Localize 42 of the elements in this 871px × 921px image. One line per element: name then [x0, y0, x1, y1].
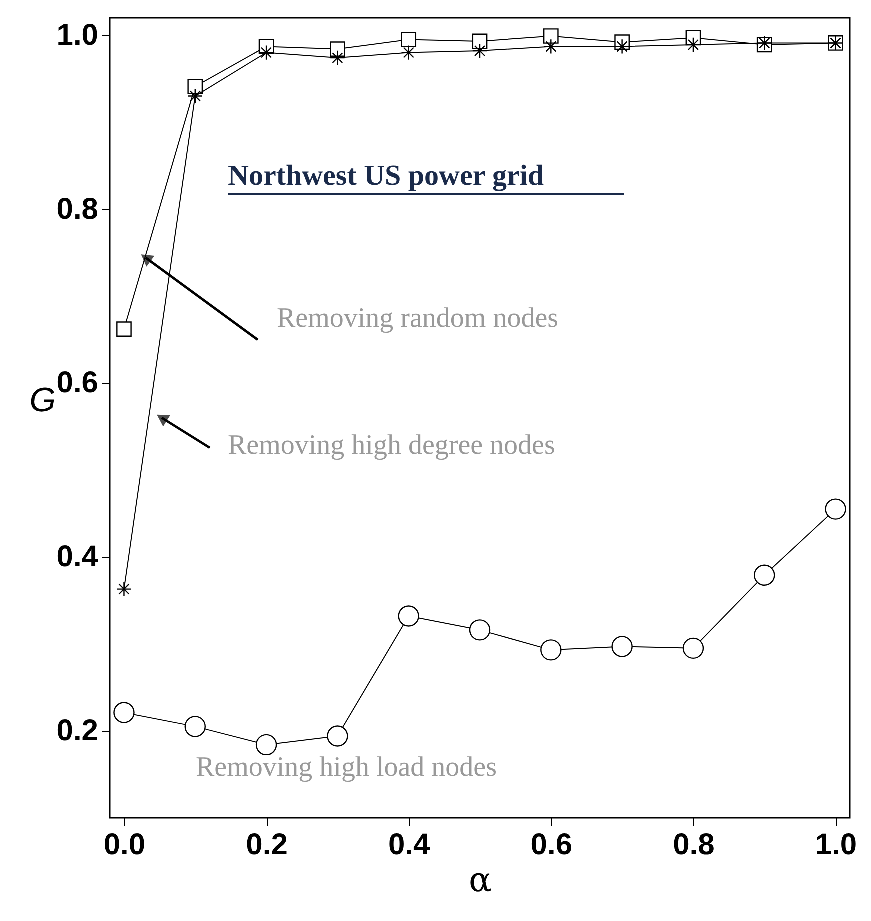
point: [116, 322, 132, 337]
point: [401, 32, 417, 48]
point: [543, 28, 559, 44]
x-tick-label: 1.0: [815, 828, 858, 862]
point: [330, 50, 346, 66]
point: [116, 582, 132, 597]
point: [682, 638, 704, 660]
y-axis-title: G: [30, 382, 56, 420]
x-tick-label: 0.2: [246, 828, 288, 862]
y-tick-label: 1.0: [56, 18, 98, 52]
x-tick-label: 0.4: [388, 828, 431, 862]
x-tick-label: 0.0: [104, 828, 146, 862]
point: [398, 606, 420, 627]
point: [114, 702, 135, 724]
annotation: Removing random nodes: [277, 303, 559, 334]
point: [188, 79, 204, 94]
annotation: Removing high load nodes: [196, 752, 497, 783]
y-tick-label: 0.4: [56, 540, 99, 574]
x-tick-label: 0.8: [673, 828, 715, 862]
x-axis-title: α: [469, 860, 492, 900]
point: [469, 620, 491, 641]
point: [327, 726, 348, 747]
point: [754, 564, 776, 586]
point: [614, 39, 630, 54]
point: [543, 39, 559, 54]
point: [401, 45, 417, 60]
y-tick-label: 0.2: [56, 714, 98, 748]
point: [612, 636, 633, 658]
point: [184, 716, 206, 738]
text: Northwest US power grid: [228, 160, 544, 192]
point: [825, 498, 846, 520]
point: [256, 734, 278, 756]
x-tick-label: 0.6: [530, 828, 573, 862]
y-tick-label: 0.8: [56, 192, 98, 226]
annotation: Removing high degree nodes: [228, 430, 556, 461]
point: [540, 640, 562, 661]
point: [686, 37, 702, 53]
y-tick-label: 0.6: [56, 366, 98, 400]
point: [188, 88, 204, 104]
point: [258, 45, 274, 60]
point: [472, 34, 488, 50]
point: [472, 43, 488, 59]
